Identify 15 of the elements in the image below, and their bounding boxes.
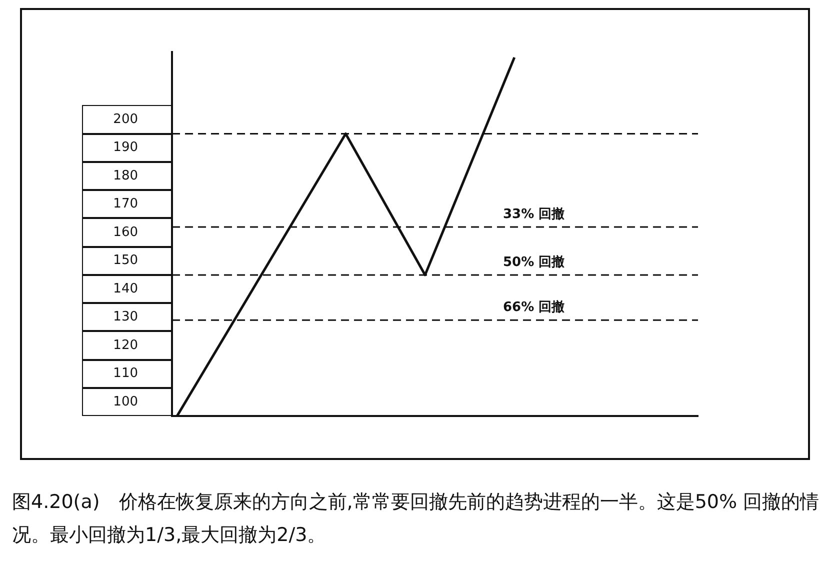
caption: 图4.20(a) 价格在恢复原来的方向之前,常常要回撤先前的趋势进程的一半。这是50% 回撤的情况。最小回撤为1/3,最大回撤为2/3。: [12, 490, 820, 548]
y-tick-label: 130: [113, 310, 138, 325]
y-tick-label: 170: [113, 196, 138, 212]
y-tick-label: 140: [113, 281, 138, 296]
y-tick-label: 100: [113, 394, 138, 410]
y-tick-label: 150: [113, 253, 138, 268]
y-tick-label: 180: [113, 168, 138, 184]
y-tick-label: 110: [113, 366, 138, 382]
y-tick-label: 160: [113, 224, 138, 240]
y-tick-label: 190: [113, 140, 138, 156]
y-tick-label: 200: [113, 112, 138, 127]
ref-line-label: 33% 回撤: [503, 206, 565, 222]
y-tick-label: 120: [113, 338, 138, 353]
ref-line-label: 50% 回撤: [503, 254, 565, 270]
ref-line-label: 66% 回撤: [503, 299, 565, 316]
